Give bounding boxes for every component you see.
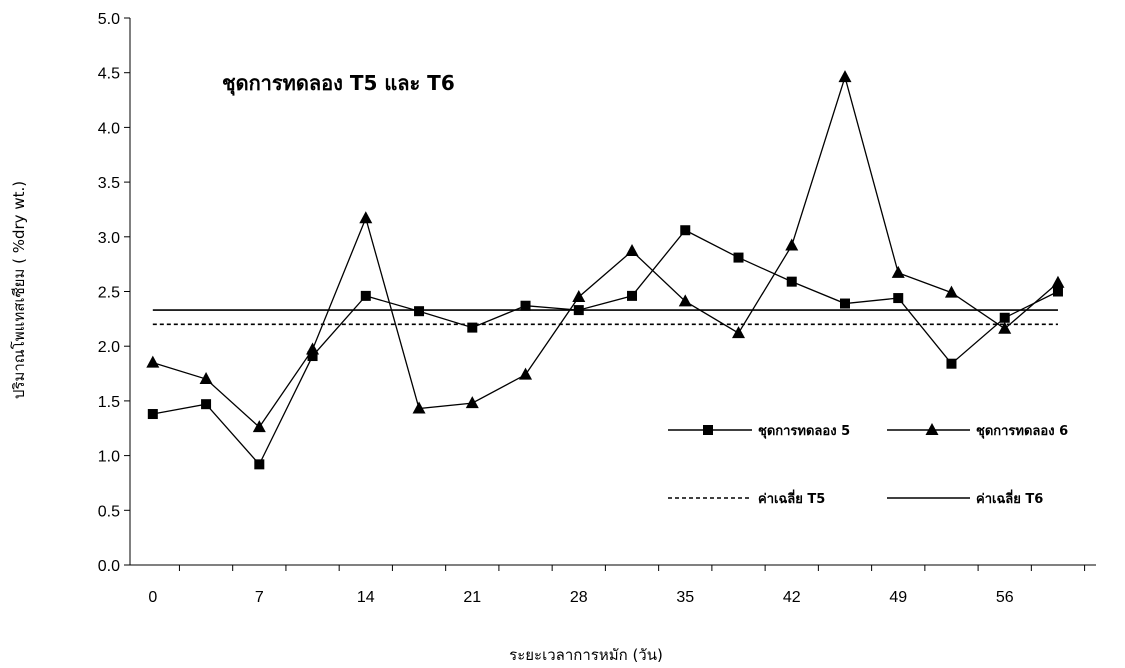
- square-marker: [414, 306, 425, 317]
- triangle-marker: [925, 423, 939, 435]
- square-marker: [201, 399, 212, 410]
- y-tick-label: 0.5: [98, 503, 120, 520]
- triangle-marker: [944, 285, 958, 298]
- square-marker: [680, 225, 691, 236]
- triangle-marker: [412, 401, 426, 414]
- square-marker: [733, 252, 744, 263]
- legend-label: ค่าเฉลี่ย T5: [758, 489, 825, 507]
- square-marker: [307, 351, 318, 362]
- x-tick-label: 42: [783, 589, 801, 606]
- y-tick-label: 1.5: [98, 394, 120, 411]
- y-tick-label: 2.5: [98, 285, 120, 302]
- triangle-marker: [199, 372, 213, 385]
- legend-label: ค่าเฉลี่ย T6: [976, 489, 1043, 507]
- square-marker: [254, 459, 265, 470]
- square-marker: [520, 300, 531, 311]
- square-marker: [839, 298, 850, 309]
- square-marker: [999, 312, 1010, 323]
- triangle-marker: [838, 70, 852, 83]
- y-tick-label: 4.0: [98, 120, 120, 137]
- triangle-marker: [625, 244, 639, 257]
- square-marker: [573, 305, 584, 316]
- x-tick-label: 0: [148, 589, 157, 606]
- triangle-marker: [1051, 275, 1065, 288]
- y-tick-label: 5.0: [98, 11, 120, 28]
- legend-label: ชุดการทดลอง 6: [976, 424, 1068, 439]
- square-marker: [946, 358, 957, 369]
- x-tick-label: 28: [570, 589, 588, 606]
- triangle-marker: [891, 265, 905, 278]
- square-marker: [467, 322, 478, 333]
- legend-label: ชุดการทดลอง 5: [758, 424, 850, 439]
- triangle-marker: [465, 396, 479, 409]
- y-tick-label: 2.0: [98, 339, 120, 356]
- y-tick-label: 0.0: [98, 558, 120, 575]
- triangle-marker: [572, 289, 586, 302]
- square-marker: [703, 425, 713, 435]
- triangle-marker: [306, 342, 320, 355]
- x-tick-label: 14: [357, 589, 375, 606]
- y-axis-title: ปริมาณโพแทสเซียม ( %dry wt.): [10, 181, 28, 399]
- triangle-marker: [732, 326, 746, 339]
- data-markers: [146, 70, 1065, 470]
- chart-title: ชุดการทดลอง T5 และ T6: [222, 71, 455, 96]
- y-tick-label: 3.0: [98, 230, 120, 247]
- square-marker: [893, 293, 904, 304]
- triangle-marker: [519, 367, 533, 380]
- y-tick-label: 4.5: [98, 66, 120, 83]
- x-tick-label: 35: [676, 589, 694, 606]
- x-tick-label: 56: [996, 589, 1014, 606]
- triangle-marker: [998, 321, 1012, 334]
- series-line: [152, 74, 1059, 429]
- series-lines: [152, 74, 1059, 466]
- square-marker: [786, 276, 797, 287]
- x-tick-label: 7: [255, 589, 264, 606]
- triangle-marker: [678, 294, 692, 307]
- x-tick-label: 49: [889, 589, 907, 606]
- triangle-marker: [785, 238, 799, 251]
- y-tick-label: 1.0: [98, 449, 120, 466]
- x-axis-title: ระยะเวลาการหมัก (วัน): [509, 646, 663, 664]
- triangle-marker: [252, 420, 266, 433]
- square-marker: [360, 290, 371, 301]
- square-marker: [627, 290, 638, 301]
- legend: ชุดการทดลอง 5 ชุดการทดลอง 6 ค่าเฉลี่ย T5 ค่…: [668, 423, 1068, 507]
- reference-lines: [152, 309, 1058, 326]
- axes: 0.0 0.5 1.0 1.5 2.0 2.5 3.0 3.5 4.0 4.5 5.0 0 7 14 21 2…: [98, 11, 1096, 606]
- square-marker: [1052, 286, 1063, 297]
- y-tick-label: 3.5: [98, 175, 120, 192]
- x-tick-label: 21: [463, 589, 481, 606]
- square-marker: [147, 409, 158, 420]
- triangle-marker: [359, 211, 373, 224]
- triangle-marker: [146, 355, 160, 368]
- series-line: [152, 229, 1059, 466]
